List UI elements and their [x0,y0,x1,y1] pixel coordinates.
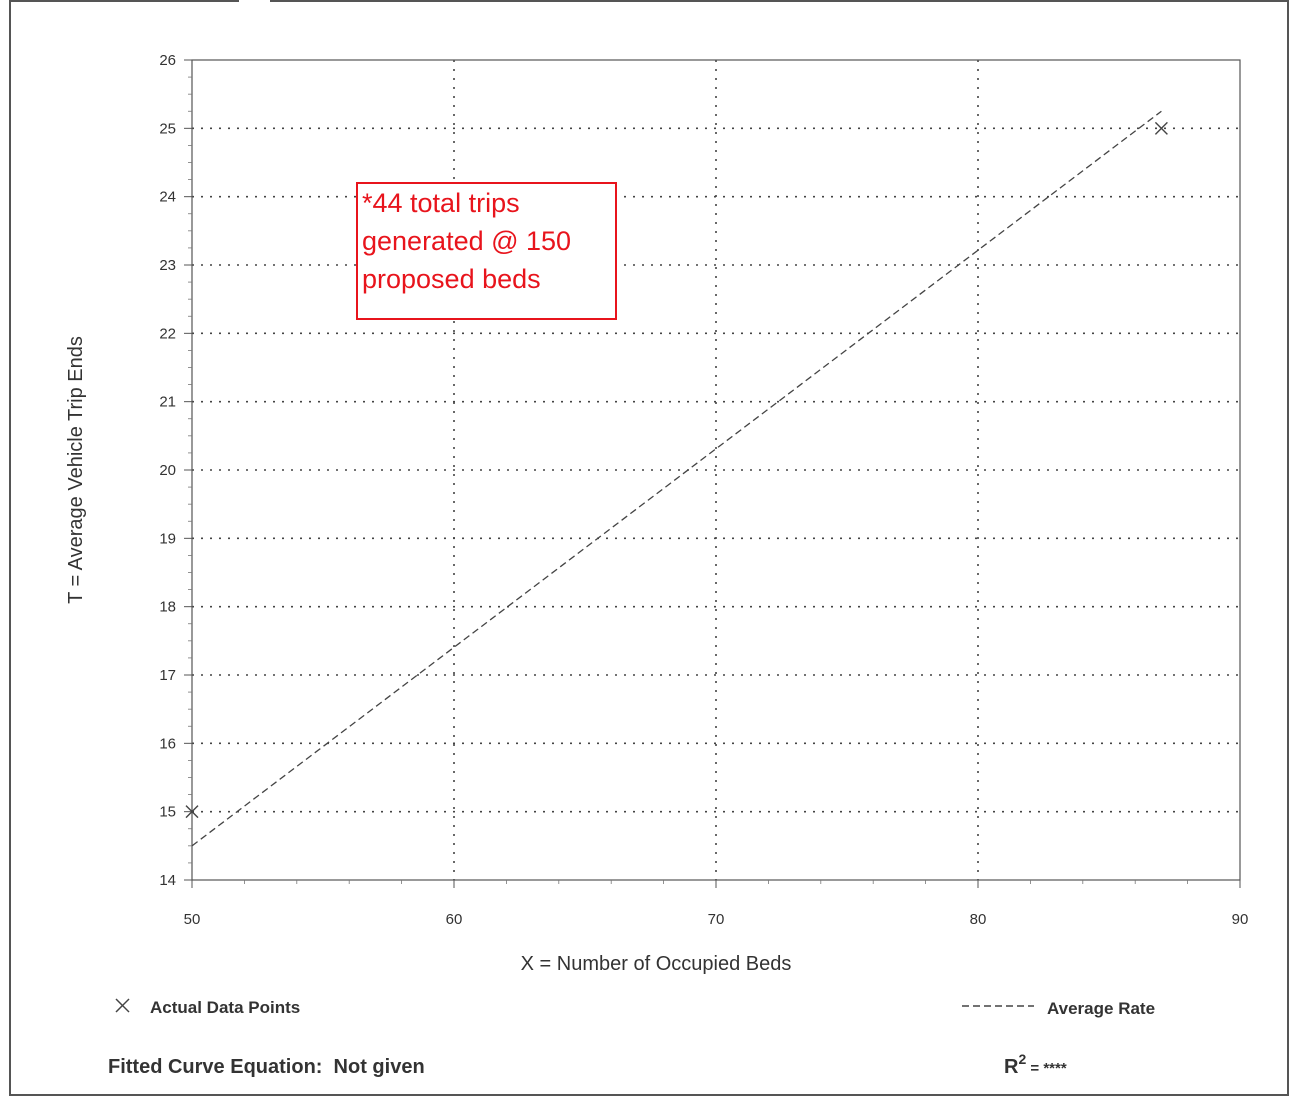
r-squared-prefix: R [1004,1056,1019,1078]
ticks: 14 15 16 17 18 19 20 21 22 23 24 25 26 50 60 70 80 90 [159,52,1248,928]
data-point [185,805,199,819]
x-tick-label: 80 [970,911,987,928]
y-axis-title: T = Average Vehicle Trip Ends [65,336,87,604]
fitted-curve-equation: Fitted Curve Equation: Not given [108,1056,425,1078]
data-point [1154,121,1168,135]
legend-x-marker [115,998,130,1013]
x-tick-label: 70 [708,911,725,928]
grid [192,60,1240,880]
average-rate-series [191,110,1162,847]
r-squared-superscript: 2 [1018,1051,1026,1067]
r-squared-suffix: = **** [1026,1060,1067,1077]
legend-points-label: Actual Data Points [150,998,300,1017]
y-tick-label: 15 [159,804,176,821]
annotation-box: *44 total trips generated @ 150 proposed… [356,182,617,320]
y-tick-label: 23 [159,257,176,274]
annotation-border [356,182,617,320]
actual-data-points-series [185,121,1168,819]
r-squared: R2 = **** [1004,1051,1067,1078]
annotation-line-1: *44 total trips [362,188,520,218]
y-tick-label: 17 [159,667,176,684]
legend-line-label: Average Rate [1047,999,1155,1018]
frame-top-right [270,0,1289,2]
annotation-line-2: generated @ 150 [362,226,571,256]
y-tick-label: 19 [159,530,176,547]
average-rate-line [191,110,1162,847]
y-tick-label: 16 [159,735,176,752]
x-tick-label: 50 [184,911,201,928]
x-axis-title: X = Number of Occupied Beds [521,953,792,975]
chart-frame [9,0,1289,1096]
legend: Actual Data Points Average Rate [115,998,1155,1018]
y-tick-label: 22 [159,325,176,342]
frame-top-left [9,0,239,2]
y-tick-label: 14 [159,872,176,889]
y-tick-label: 25 [159,120,176,137]
y-tick-label: 21 [159,394,176,411]
y-tick-label: 26 [159,52,176,69]
y-tick-label: 20 [159,462,176,479]
annotation-line-3: proposed beds [362,264,541,294]
y-tick-label: 18 [159,599,176,616]
x-tick-label: 90 [1232,911,1249,928]
y-tick-label: 24 [159,189,176,206]
x-tick-label: 60 [446,911,463,928]
